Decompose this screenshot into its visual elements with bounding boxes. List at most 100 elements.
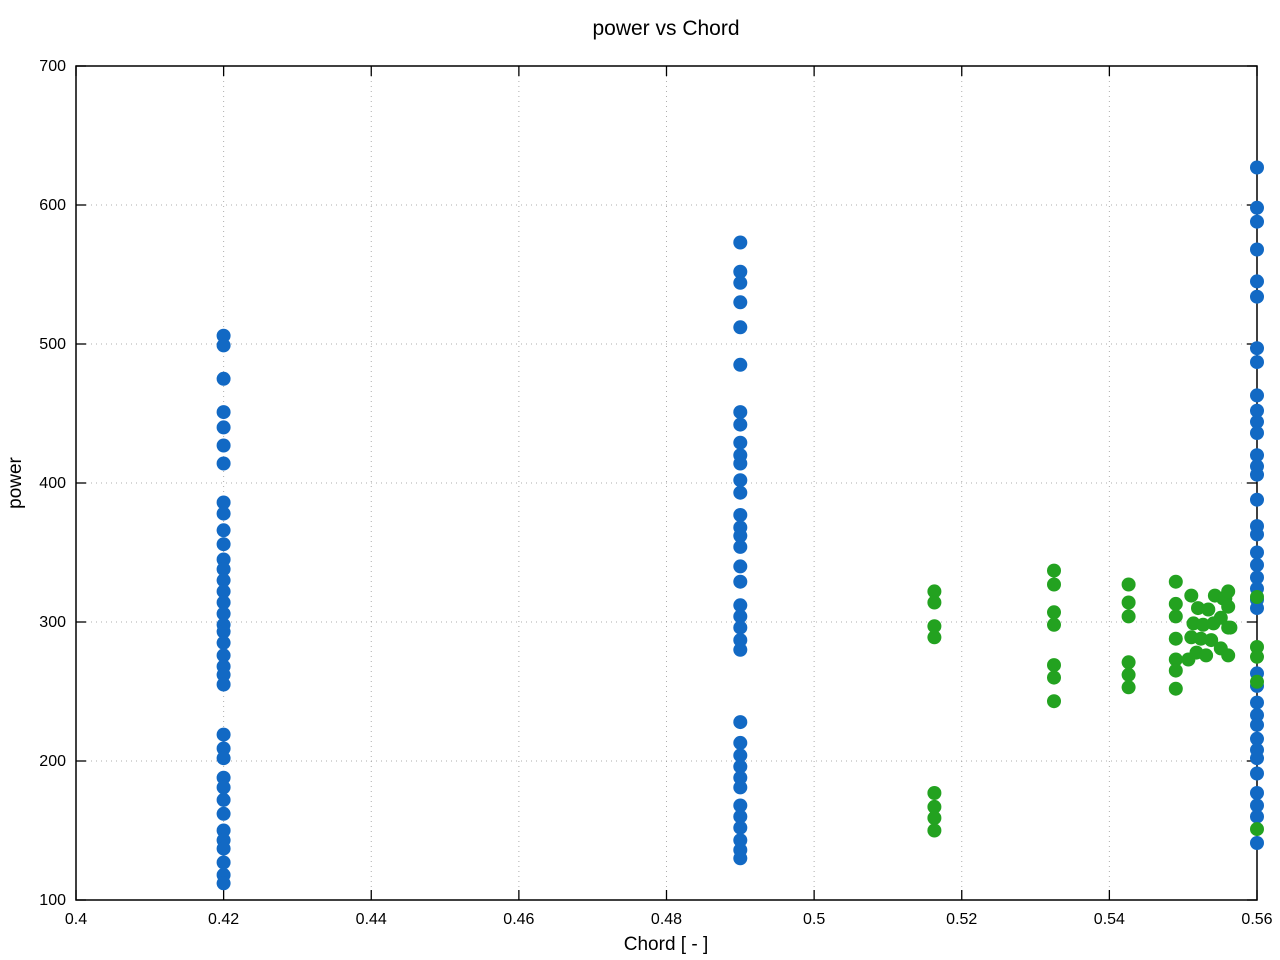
data-point-series-1-blue bbox=[216, 456, 231, 471]
data-point-series-1-blue bbox=[216, 495, 231, 510]
data-point-series-1-blue bbox=[1250, 527, 1264, 542]
data-point-series-2-green bbox=[1121, 577, 1136, 592]
data-point-series-2-green bbox=[927, 630, 942, 645]
data-point-series-1-blue bbox=[1250, 388, 1264, 403]
data-point-series-1-blue bbox=[733, 539, 748, 554]
data-point-series-1-blue bbox=[216, 537, 231, 552]
data-point-series-1-blue bbox=[1250, 695, 1264, 710]
data-point-series-2-green bbox=[1250, 590, 1264, 604]
data-point-series-1-blue bbox=[216, 573, 231, 588]
data-point-series-1-blue bbox=[216, 506, 231, 521]
data-point-series-1-blue bbox=[216, 876, 231, 891]
data-point-series-2-green bbox=[927, 811, 942, 825]
data-point-series-1-blue bbox=[216, 780, 231, 795]
data-point-series-1-blue bbox=[1250, 708, 1264, 723]
data-point-series-1-blue bbox=[1250, 809, 1264, 824]
data-point-series-1-blue bbox=[733, 735, 748, 750]
data-point-series-1-blue bbox=[733, 508, 748, 522]
data-point-series-2-green bbox=[1168, 652, 1183, 667]
data-point-series-2-green bbox=[927, 799, 942, 814]
data-point-series-1-blue bbox=[1250, 731, 1264, 746]
data-point-series-1-blue bbox=[733, 417, 748, 432]
data-point-series-2-green bbox=[1121, 609, 1136, 624]
data-point-series-2-green bbox=[1204, 633, 1219, 648]
data-point-series-1-blue bbox=[1250, 274, 1264, 289]
data-point-series-2-green bbox=[1221, 599, 1236, 614]
data-point-series-1-blue bbox=[216, 770, 231, 785]
data-point-series-2-green bbox=[1168, 596, 1183, 611]
data-point-series-1-blue bbox=[1250, 601, 1264, 616]
data-point-series-1-blue bbox=[216, 841, 231, 856]
y-tick-label: 200 bbox=[39, 753, 66, 770]
data-point-series-1-blue bbox=[1250, 289, 1264, 304]
data-point-series-1-blue bbox=[216, 751, 231, 766]
data-point-series-2-green bbox=[1121, 680, 1136, 695]
x-tick-label: 0.56 bbox=[1241, 911, 1272, 928]
data-point-series-2-green bbox=[1047, 617, 1061, 632]
data-point-series-2-green bbox=[927, 595, 942, 610]
data-point-series-2-green bbox=[1047, 605, 1061, 620]
data-point-series-1-blue bbox=[733, 435, 748, 450]
data-point-series-2-green bbox=[1168, 574, 1183, 589]
y-tick-label: 400 bbox=[39, 475, 66, 492]
data-point-series-1-blue bbox=[1250, 545, 1264, 560]
data-point-series-1-blue bbox=[216, 562, 231, 577]
y-tick-label: 600 bbox=[39, 197, 66, 214]
data-point-series-1-blue bbox=[216, 806, 231, 821]
data-point-series-2-green bbox=[1250, 649, 1264, 664]
y-tick-label: 700 bbox=[39, 58, 66, 75]
data-point-series-1-blue bbox=[733, 295, 748, 310]
data-point-series-1-blue bbox=[1250, 160, 1264, 175]
data-point-series-2-green bbox=[1047, 577, 1061, 592]
data-point-series-2-green bbox=[1213, 610, 1228, 625]
data-point-series-1-blue bbox=[1250, 414, 1264, 429]
data-point-series-2-green bbox=[1196, 617, 1211, 632]
x-tick-label: 0.46 bbox=[503, 911, 534, 928]
data-point-series-1-blue bbox=[216, 338, 231, 353]
data-point-series-1-blue bbox=[733, 770, 748, 785]
data-point-series-1-blue bbox=[216, 727, 231, 742]
data-point-series-1-blue bbox=[733, 633, 748, 648]
data-point-series-1-blue bbox=[216, 523, 231, 538]
data-point-series-1-blue bbox=[733, 473, 748, 488]
data-point-series-1-blue bbox=[733, 780, 748, 795]
data-point-series-2-green bbox=[1184, 588, 1199, 603]
data-point-series-2-green bbox=[1250, 822, 1264, 837]
data-point-series-1-blue bbox=[216, 792, 231, 807]
data-point-series-1-blue bbox=[1250, 467, 1264, 482]
data-point-series-1-blue bbox=[733, 264, 748, 279]
data-point-series-2-green bbox=[1221, 648, 1236, 663]
data-point-series-1-blue bbox=[216, 606, 231, 621]
data-point-series-2-green bbox=[1223, 620, 1238, 635]
data-point-series-1-blue bbox=[1250, 766, 1264, 781]
data-point-series-1-blue bbox=[1250, 492, 1264, 507]
data-point-series-1-blue bbox=[1250, 214, 1264, 229]
data-point-series-2-green bbox=[1168, 631, 1183, 646]
data-point-series-1-blue bbox=[1250, 426, 1264, 440]
data-point-series-2-green bbox=[1191, 601, 1205, 616]
data-point-series-2-green bbox=[1168, 681, 1183, 696]
data-point-series-2-green bbox=[1201, 602, 1216, 617]
data-point-series-2-green bbox=[1199, 648, 1214, 663]
data-point-series-1-blue bbox=[733, 833, 748, 848]
data-point-series-2-green bbox=[1250, 674, 1264, 689]
data-point-series-1-blue bbox=[733, 235, 748, 250]
data-point-series-1-blue bbox=[216, 823, 231, 838]
data-point-series-1-blue bbox=[1250, 448, 1264, 463]
data-point-series-2-green bbox=[1121, 667, 1136, 682]
data-point-series-1-blue bbox=[733, 715, 748, 730]
data-point-series-1-blue bbox=[733, 809, 748, 824]
data-point-series-1-blue bbox=[1250, 242, 1264, 257]
data-point-series-2-green bbox=[927, 823, 942, 838]
data-point-series-2-green bbox=[1047, 670, 1061, 685]
data-point-series-1-blue bbox=[216, 328, 231, 343]
x-tick-label: 0.54 bbox=[1094, 911, 1125, 928]
y-tick-label: 100 bbox=[39, 892, 66, 909]
data-point-series-1-blue bbox=[1250, 751, 1264, 766]
data-point-series-2-green bbox=[1193, 631, 1208, 646]
x-tick-label: 0.42 bbox=[208, 911, 239, 928]
data-point-series-1-blue bbox=[733, 320, 748, 335]
x-tick-label: 0.5 bbox=[803, 911, 825, 928]
